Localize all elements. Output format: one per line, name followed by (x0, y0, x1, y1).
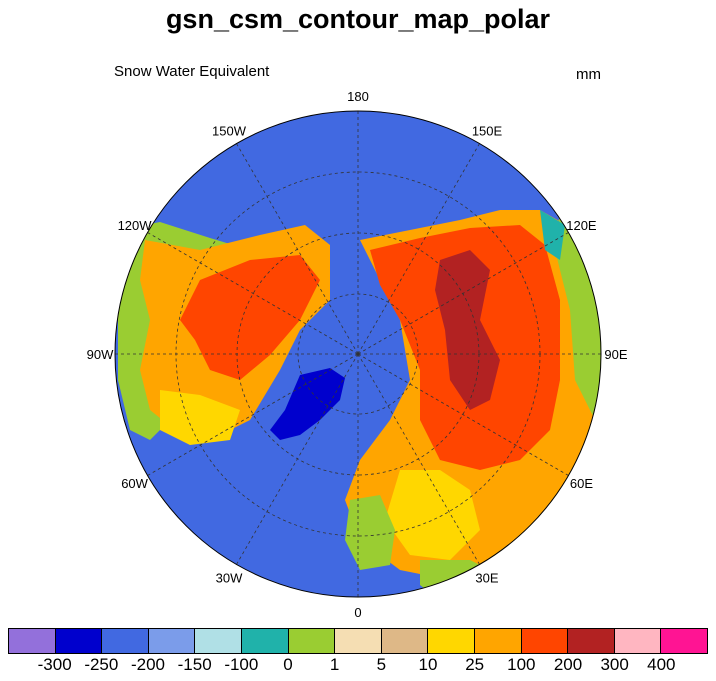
colorbar-label: 10 (418, 655, 438, 674)
colorbar-box (380, 628, 429, 654)
colorbar-box (287, 628, 336, 654)
longitude-label: 30E (475, 570, 498, 585)
longitude-labels: 180 150E 120E 90E 60E 30E 0 30W 60W 90W 120W 150W (87, 89, 628, 620)
colorbar-box (520, 628, 569, 654)
left-string: Snow Water Equivalent (114, 63, 270, 80)
colorbar-box (194, 628, 242, 654)
colorbar-label: -150 (177, 655, 212, 674)
colorbar-box (334, 628, 382, 654)
colorbar-label: 0 (283, 655, 293, 674)
colorbar-box (613, 628, 662, 654)
longitude-label: 60W (121, 476, 148, 491)
colorbar-box (54, 628, 103, 654)
plot-title: gsn_csm_contour_map_polar (165, 4, 551, 34)
eurasia-teal (540, 210, 565, 260)
meridian-line (147, 232, 359, 355)
meridian-line (357, 353, 480, 565)
units-string: mm (576, 66, 601, 83)
colorbar-box (8, 628, 56, 654)
colorbar-box (101, 628, 149, 654)
longitude-label: 60E (570, 476, 593, 491)
meridian-line (357, 353, 569, 476)
longitude-label: 150W (212, 124, 247, 139)
colorbar-label: -200 (130, 655, 166, 674)
map-border (114, 110, 602, 598)
siberia-max (435, 250, 500, 410)
north-america-yellow (160, 390, 240, 445)
colorbar-box (567, 628, 615, 654)
colorbar-label: 400 (647, 655, 676, 674)
meridian-line (357, 232, 569, 355)
colorbar-label: -100 (224, 655, 259, 674)
longitude-label: 120E (566, 218, 597, 233)
colorbar-label: 300 (600, 655, 629, 674)
europe-green (345, 495, 395, 570)
longitude-label: 90W (87, 347, 114, 362)
colorbar-label: -300 (37, 655, 72, 674)
meridian-line (357, 143, 480, 355)
polar-map: 180 150E 120E 90E 60E 30E 0 30W 60W 90W 120W 150W (87, 89, 628, 620)
longitude-label: 90E (604, 347, 627, 362)
longitude-label: 0 (354, 605, 361, 620)
longitude-label: 30W (216, 570, 243, 585)
colorbar-label: 100 (507, 655, 536, 674)
longitude-label: 120W (118, 218, 153, 233)
meridian-line (236, 143, 359, 355)
colorbar-box (240, 628, 289, 654)
colorbar-label: -250 (84, 655, 119, 674)
longitude-label: 180 (347, 89, 369, 104)
colorbar-label: 1 (329, 655, 340, 674)
longitude-label: 150E (472, 124, 503, 139)
colorbar-box (473, 628, 522, 654)
colorbar-box (147, 628, 196, 654)
colorbar-box (660, 628, 708, 654)
meridian-line (236, 353, 359, 565)
land-masses (118, 210, 601, 597)
colorbar-label: 25 (465, 655, 485, 674)
colorbar (8, 628, 708, 654)
meridian-line (147, 353, 359, 476)
europe-yellow (385, 470, 480, 560)
colorbar-label: 5 (376, 655, 387, 674)
north-america-deep (180, 255, 320, 380)
colorbar-label: 200 (553, 655, 583, 674)
colorbar-box (427, 628, 475, 654)
graticule (115, 111, 601, 597)
greenland (270, 368, 345, 440)
